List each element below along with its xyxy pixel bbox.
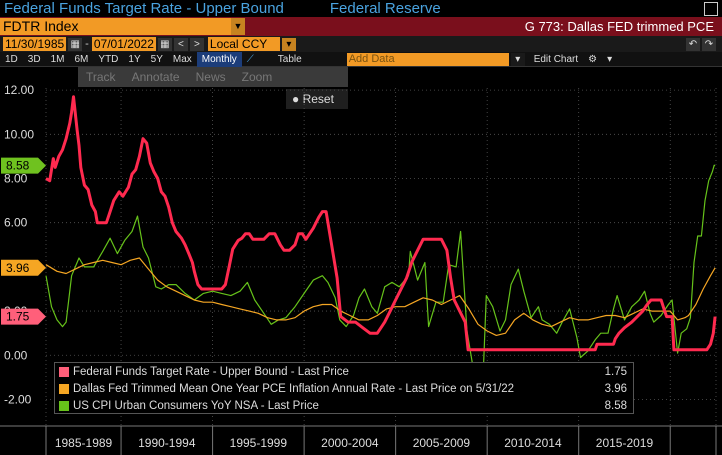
reset-icon: ● <box>292 92 300 106</box>
legend-value: 8.58 <box>604 399 627 412</box>
range-bar: 1D 3D 1M 6M YTD 1Y 5Y Max Monthly ⟋ Tabl… <box>0 51 722 67</box>
title-bar: Federal Funds Target Rate - Upper Bound … <box>0 0 722 17</box>
x-tick-label: 2015-2019 <box>596 436 654 450</box>
currency-select[interactable]: Local CCY <box>207 37 280 51</box>
chart-function-title: G 773: Dallas FED trimmed PCE <box>524 19 714 34</box>
legend-label: US CPI Urban Consumers YoY NSA - Last Pr… <box>73 399 319 412</box>
calendar-icon[interactable]: ▦ <box>157 37 172 51</box>
y-tick-label: 0.00 <box>4 348 28 362</box>
menu-icon[interactable]: ▾ <box>607 53 613 65</box>
legend-swatch-fed <box>59 366 69 377</box>
security-title: Federal Funds Target Rate - Upper Bound <box>4 0 284 17</box>
legend-item[interactable]: Dallas Fed Trimmed Mean One Year PCE Inf… <box>55 380 633 397</box>
reset-button[interactable]: ● Reset <box>286 89 348 109</box>
calendar-icon[interactable]: ▦ <box>68 37 83 51</box>
line-chart-icon[interactable]: ⟋ <box>246 53 254 65</box>
range-1m[interactable]: 1M <box>50 53 65 65</box>
dropdown-icon[interactable]: ▾ <box>510 52 525 66</box>
series-line-fed <box>45 95 717 352</box>
legend-value: 3.96 <box>604 382 627 395</box>
date-bar: 11/30/1985 ▦ - 07/01/2022 ▦ < > Local CC… <box>0 36 722 52</box>
y-tick-label: 12.00 <box>4 83 34 97</box>
range-5y[interactable]: 5Y <box>150 53 163 65</box>
tool-zoom[interactable]: Zoom <box>241 70 273 84</box>
legend-swatch-cpi <box>59 400 69 411</box>
end-date-field[interactable]: 07/01/2022 <box>91 37 156 51</box>
undo-icon[interactable]: ↶ <box>686 37 700 51</box>
ticker-bar: FDTR Index ▼ G 773: Dallas FED trimmed P… <box>0 17 722 36</box>
date-separator: - <box>85 38 89 50</box>
security-source: Federal Reserve <box>329 0 441 17</box>
start-date-field[interactable]: 11/30/1985 <box>3 37 67 51</box>
y-tick-label: 8.00 <box>4 171 28 185</box>
legend-item[interactable]: US CPI Urban Consumers YoY NSA - Last Pr… <box>55 397 633 414</box>
last-value-label-cpi: 8.58 <box>6 159 30 173</box>
y-tick-label: 10.00 <box>4 127 34 141</box>
reset-label: Reset <box>302 92 334 106</box>
tool-annotate[interactable]: Annotate <box>131 70 180 84</box>
ticker-field[interactable]: FDTR Index <box>0 18 231 35</box>
range-3d[interactable]: 3D <box>27 53 41 65</box>
x-tick-label: 1990-1994 <box>138 436 196 450</box>
x-tick-label: 2010-2014 <box>504 436 562 450</box>
y-tick-label: -2.00 <box>4 392 32 406</box>
legend-item[interactable]: Federal Funds Target Rate - Upper Bound … <box>55 363 633 380</box>
chart-legend: Federal Funds Target Rate - Upper Bound … <box>54 362 634 414</box>
range-ytd[interactable]: YTD <box>98 53 119 65</box>
y-tick-label: 6.00 <box>4 216 28 230</box>
last-value-tag-fed <box>1 308 46 325</box>
popout-icon[interactable] <box>704 1 718 16</box>
legend-label: Federal Funds Target Rate - Upper Bound … <box>73 365 349 378</box>
chart-tools: Track Annotate News Zoom <box>78 67 348 87</box>
step-forward-icon[interactable]: > <box>189 37 204 51</box>
range-max[interactable]: Max <box>172 53 192 65</box>
legend-value: 1.75 <box>604 365 627 378</box>
range-1y[interactable]: 1Y <box>128 53 141 65</box>
series-line-pce <box>45 257 716 336</box>
series-line-cpi <box>45 164 716 403</box>
currency-dropdown-icon[interactable]: ▾ <box>281 37 296 51</box>
legend-label: Dallas Fed Trimmed Mean One Year PCE Inf… <box>73 382 515 395</box>
x-tick-label: 2005-2009 <box>413 436 471 450</box>
legend-swatch-pce <box>59 383 69 394</box>
last-value-label-pce: 3.96 <box>6 261 30 275</box>
step-back-icon[interactable]: < <box>173 37 188 51</box>
x-tick-label: 1985-1989 <box>55 436 113 450</box>
add-data-input[interactable]: Add Data <box>346 52 509 66</box>
redo-icon[interactable]: ↷ <box>702 37 716 51</box>
tool-news[interactable]: News <box>195 70 226 84</box>
range-6m[interactable]: 6M <box>74 53 89 65</box>
table-button[interactable]: Table <box>277 53 302 65</box>
last-value-label-fed: 1.75 <box>6 310 30 324</box>
range-1d[interactable]: 1D <box>5 53 18 65</box>
ticker-dropdown-icon[interactable]: ▼ <box>231 18 245 35</box>
last-value-tag-pce <box>1 259 46 276</box>
tool-track[interactable]: Track <box>86 70 116 84</box>
edit-chart-button[interactable]: Edit Chart <box>533 53 579 65</box>
x-tick-label: 1995-1999 <box>230 436 288 450</box>
frequency-select[interactable]: Monthly <box>196 51 242 67</box>
last-value-tag-cpi <box>1 157 46 174</box>
x-tick-label: 2000-2004 <box>321 436 379 450</box>
settings-icon[interactable]: ⚙ <box>588 53 598 65</box>
